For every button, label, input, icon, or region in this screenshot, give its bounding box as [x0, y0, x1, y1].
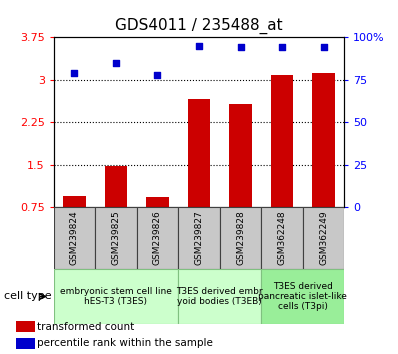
Text: transformed count: transformed count: [37, 322, 134, 332]
Text: T3ES derived
pancreatic islet-like
cells (T3pi): T3ES derived pancreatic islet-like cells…: [258, 281, 347, 312]
Text: percentile rank within the sample: percentile rank within the sample: [37, 338, 213, 348]
Bar: [146, 197, 169, 207]
Text: GSM239825: GSM239825: [111, 211, 121, 266]
Bar: [220, 207, 261, 269]
Bar: [261, 269, 344, 324]
Bar: [16, 338, 35, 349]
Bar: [271, 75, 293, 207]
Point: [320, 45, 327, 50]
Bar: [54, 269, 178, 324]
Text: GSM362249: GSM362249: [319, 211, 328, 266]
Text: GSM362248: GSM362248: [277, 211, 287, 266]
Bar: [261, 207, 303, 269]
Bar: [54, 207, 95, 269]
Text: GSM239827: GSM239827: [195, 211, 203, 266]
Text: cell type: cell type: [4, 291, 52, 302]
Bar: [63, 196, 86, 207]
Title: GDS4011 / 235488_at: GDS4011 / 235488_at: [115, 18, 283, 34]
Bar: [105, 166, 127, 207]
Point: [196, 43, 202, 48]
Bar: [137, 207, 178, 269]
Text: GSM239828: GSM239828: [236, 211, 245, 266]
Text: embryonic stem cell line
hES-T3 (T3ES): embryonic stem cell line hES-T3 (T3ES): [60, 287, 172, 306]
Point: [279, 45, 285, 50]
Bar: [16, 321, 35, 332]
Point: [113, 60, 119, 65]
Text: T3ES derived embr
yoid bodies (T3EB): T3ES derived embr yoid bodies (T3EB): [176, 287, 263, 306]
Text: GSM239824: GSM239824: [70, 211, 79, 266]
Bar: [178, 269, 261, 324]
Bar: [95, 207, 137, 269]
Point: [154, 72, 161, 78]
Bar: [229, 104, 252, 207]
Bar: [178, 207, 220, 269]
Text: GSM239826: GSM239826: [153, 211, 162, 266]
Bar: [312, 73, 335, 207]
Point: [71, 70, 78, 76]
Point: [237, 45, 244, 50]
Bar: [187, 99, 211, 207]
Bar: [303, 207, 344, 269]
